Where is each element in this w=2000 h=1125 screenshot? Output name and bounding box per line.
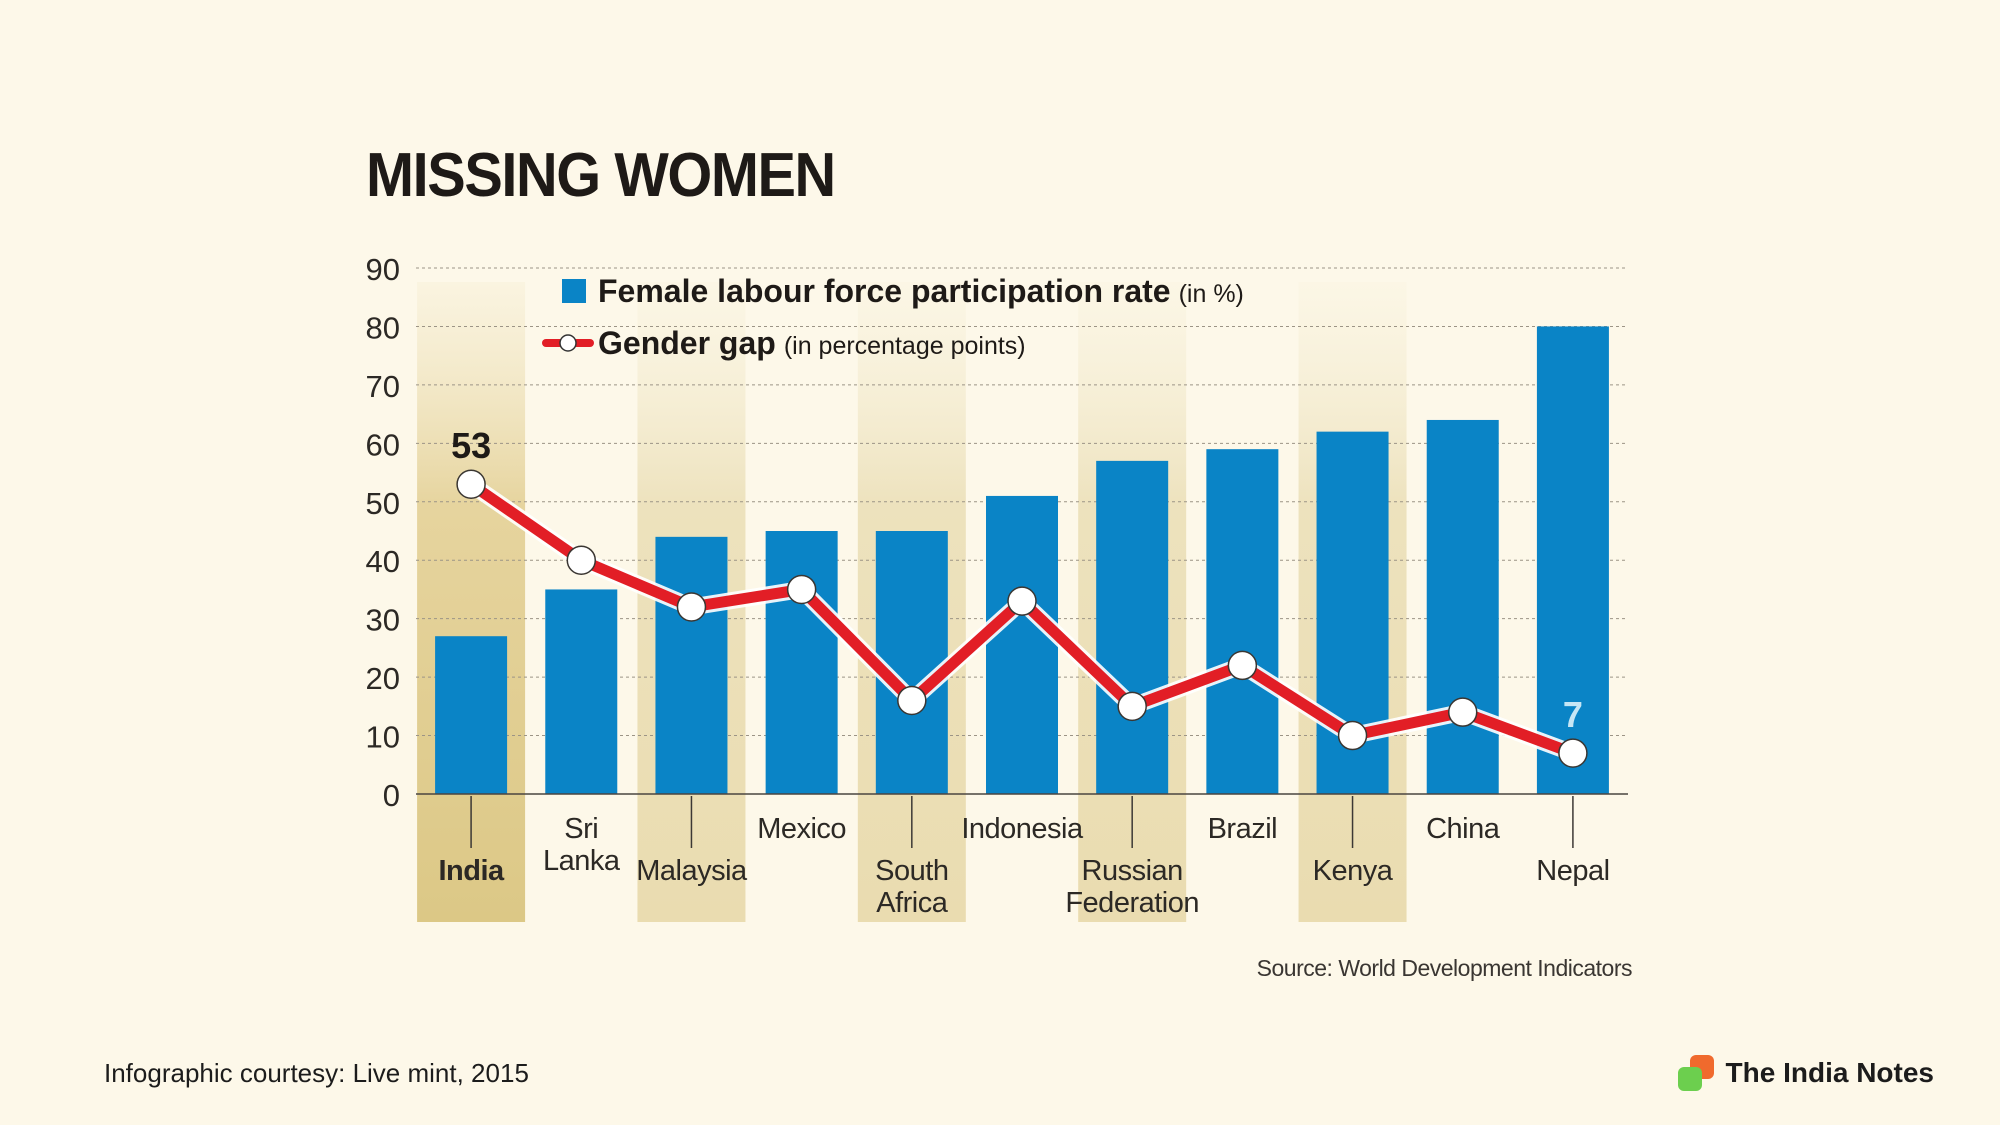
source-note: Source: World Development Indicators — [1256, 955, 1633, 981]
x-tick-label: South — [875, 855, 948, 887]
gender-gap-point — [786, 574, 817, 605]
y-tick-label: 80 — [366, 310, 400, 345]
y-tick-label: 10 — [366, 720, 400, 755]
bars — [435, 326, 1609, 794]
gender-gap-point — [1227, 650, 1258, 681]
gender-gap-point — [566, 545, 597, 575]
y-tick-label: 70 — [366, 369, 400, 404]
y-tick-label: 0 — [383, 778, 400, 813]
bar — [765, 531, 838, 794]
legend-line-label: Gender gap — [598, 325, 776, 361]
courtesy-note: Infographic courtesy: Live mint, 2015 — [104, 1058, 529, 1088]
bar — [1206, 449, 1279, 794]
bar — [655, 536, 728, 794]
chart-title: MISSING WOMEN — [366, 141, 836, 210]
legend-line-marker — [559, 334, 577, 352]
bar — [1536, 326, 1609, 794]
x-tick-label: Russian — [1082, 855, 1183, 887]
legend-bar-label: Female labour force participation rate — [598, 273, 1171, 309]
gender-gap-point — [1447, 697, 1478, 727]
x-tick-label: Nepal — [1536, 855, 1609, 887]
y-tick-label: 20 — [366, 661, 400, 696]
x-tick-label: Sri — [564, 813, 598, 845]
x-tick-label: Brazil — [1208, 813, 1278, 845]
gender-gap-point — [897, 685, 927, 716]
gender-gap-point — [1337, 720, 1368, 751]
x-tick-label: India — [439, 855, 506, 887]
x-tick-label: Africa — [876, 887, 949, 919]
x-tick-label: Malaysia — [636, 855, 748, 887]
x-tick-label: Kenya — [1313, 855, 1394, 887]
y-axis-ticks: 0 10 20 30 40 50 60 70 80 90 — [366, 252, 400, 813]
legend-line-unit: (in percentage points) — [784, 332, 1026, 360]
y-tick-label: 50 — [366, 486, 400, 521]
legend: Female labour force participation rate (… — [542, 273, 1244, 361]
brand-logo-icon — [1677, 1055, 1714, 1091]
gender-gap-point — [1117, 691, 1147, 722]
bar — [875, 531, 948, 794]
x-axis — [416, 793, 1628, 848]
x-tick-label: Indonesia — [961, 813, 1084, 845]
x-tick-label: China — [1426, 813, 1501, 845]
data-label: 7 — [1563, 694, 1583, 735]
bar — [545, 589, 618, 794]
gender-gap-point — [1007, 586, 1037, 616]
gender-gap-point — [676, 592, 707, 622]
gender-gap-point — [1558, 738, 1588, 768]
x-tick-label: Federation — [1065, 887, 1199, 919]
bar — [1426, 419, 1499, 794]
gender-gap-line — [456, 469, 1588, 768]
y-tick-label: 40 — [366, 544, 400, 579]
data-labels: 53 7 — [451, 425, 1583, 735]
data-label: 53 — [451, 425, 491, 466]
y-tick-label: 90 — [366, 252, 400, 287]
bar — [1096, 460, 1169, 794]
gender-gap-point — [456, 469, 486, 499]
bar — [435, 636, 508, 794]
y-tick-label: 30 — [366, 603, 400, 638]
bar — [986, 495, 1058, 794]
brand: The India Notes — [1677, 1055, 1934, 1091]
legend-bar-swatch — [562, 279, 586, 303]
x-tick-label: Lanka — [543, 845, 621, 877]
brand-name: The India Notes — [1725, 1057, 1934, 1088]
y-tick-label: 60 — [366, 427, 400, 462]
x-tick-label: Mexico — [757, 813, 846, 845]
legend-bar-unit: (in %) — [1179, 280, 1244, 308]
